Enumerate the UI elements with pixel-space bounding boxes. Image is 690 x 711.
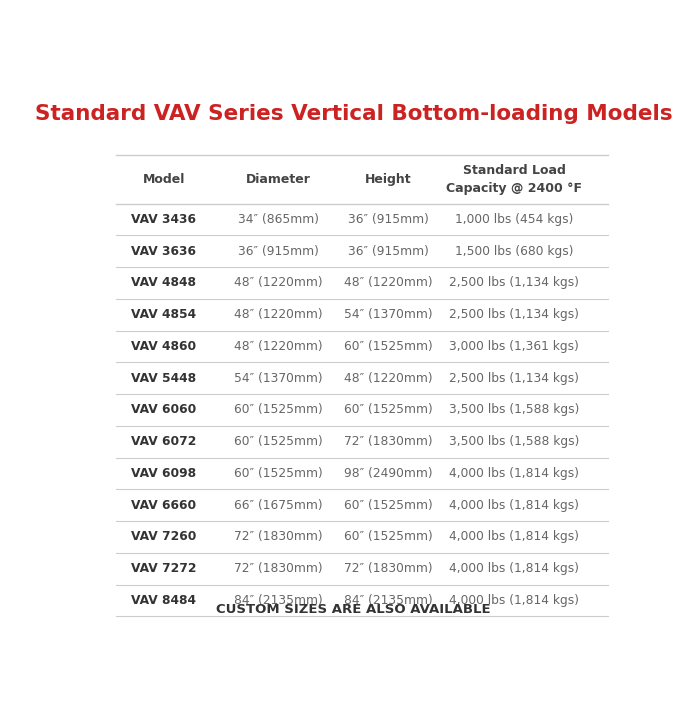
Text: VAV 3636: VAV 3636 bbox=[131, 245, 196, 257]
Text: 54″ (1370mm): 54″ (1370mm) bbox=[344, 308, 433, 321]
Text: 48″ (1220mm): 48″ (1220mm) bbox=[235, 308, 323, 321]
Text: 4,000 lbs (1,814 kgs): 4,000 lbs (1,814 kgs) bbox=[449, 498, 579, 512]
Text: Standard VAV Series Vertical Bottom-loading Models: Standard VAV Series Vertical Bottom-load… bbox=[34, 105, 673, 124]
Text: Height: Height bbox=[365, 173, 412, 186]
Text: 34″ (865mm): 34″ (865mm) bbox=[238, 213, 319, 226]
Text: 72″ (1830mm): 72″ (1830mm) bbox=[344, 435, 433, 448]
Text: 1,000 lbs (454 kgs): 1,000 lbs (454 kgs) bbox=[455, 213, 573, 226]
Text: VAV 6060: VAV 6060 bbox=[131, 403, 197, 417]
Text: 48″ (1220mm): 48″ (1220mm) bbox=[344, 372, 433, 385]
Text: VAV 4848: VAV 4848 bbox=[131, 277, 196, 289]
Text: 72″ (1830mm): 72″ (1830mm) bbox=[235, 562, 323, 575]
Text: VAV 4854: VAV 4854 bbox=[131, 308, 197, 321]
Text: Diameter: Diameter bbox=[246, 173, 311, 186]
Text: VAV 4860: VAV 4860 bbox=[131, 340, 197, 353]
Text: 4,000 lbs (1,814 kgs): 4,000 lbs (1,814 kgs) bbox=[449, 467, 579, 480]
Text: 84″ (2135mm): 84″ (2135mm) bbox=[344, 594, 433, 607]
Text: 4,000 lbs (1,814 kgs): 4,000 lbs (1,814 kgs) bbox=[449, 562, 579, 575]
Text: 54″ (1370mm): 54″ (1370mm) bbox=[235, 372, 323, 385]
Text: 60″ (1525mm): 60″ (1525mm) bbox=[235, 467, 323, 480]
Text: 2,500 lbs (1,134 kgs): 2,500 lbs (1,134 kgs) bbox=[449, 308, 579, 321]
Text: 2,500 lbs (1,134 kgs): 2,500 lbs (1,134 kgs) bbox=[449, 372, 579, 385]
Text: 98″ (2490mm): 98″ (2490mm) bbox=[344, 467, 433, 480]
Text: 36″ (915mm): 36″ (915mm) bbox=[238, 245, 319, 257]
Text: 60″ (1525mm): 60″ (1525mm) bbox=[344, 340, 433, 353]
Text: 4,000 lbs (1,814 kgs): 4,000 lbs (1,814 kgs) bbox=[449, 530, 579, 543]
Text: 60″ (1525mm): 60″ (1525mm) bbox=[344, 498, 433, 512]
Text: 60″ (1525mm): 60″ (1525mm) bbox=[235, 403, 323, 417]
Text: 4,000 lbs (1,814 kgs): 4,000 lbs (1,814 kgs) bbox=[449, 594, 579, 607]
Text: 60″ (1525mm): 60″ (1525mm) bbox=[344, 530, 433, 543]
Text: 72″ (1830mm): 72″ (1830mm) bbox=[235, 530, 323, 543]
Text: VAV 7272: VAV 7272 bbox=[131, 562, 197, 575]
Text: 48″ (1220mm): 48″ (1220mm) bbox=[344, 277, 433, 289]
Text: 36″ (915mm): 36″ (915mm) bbox=[348, 213, 428, 226]
Text: VAV 6098: VAV 6098 bbox=[131, 467, 197, 480]
Text: Model: Model bbox=[143, 173, 185, 186]
Text: 1,500 lbs (680 kgs): 1,500 lbs (680 kgs) bbox=[455, 245, 573, 257]
Text: 48″ (1220mm): 48″ (1220mm) bbox=[235, 340, 323, 353]
Text: 66″ (1675mm): 66″ (1675mm) bbox=[235, 498, 323, 512]
Text: 48″ (1220mm): 48″ (1220mm) bbox=[235, 277, 323, 289]
Text: 36″ (915mm): 36″ (915mm) bbox=[348, 245, 428, 257]
Text: 60″ (1525mm): 60″ (1525mm) bbox=[235, 435, 323, 448]
Text: 3,500 lbs (1,588 kgs): 3,500 lbs (1,588 kgs) bbox=[449, 403, 579, 417]
Text: 84″ (2135mm): 84″ (2135mm) bbox=[235, 594, 323, 607]
Text: VAV 6660: VAV 6660 bbox=[131, 498, 197, 512]
Text: VAV 8484: VAV 8484 bbox=[131, 594, 196, 607]
Text: 2,500 lbs (1,134 kgs): 2,500 lbs (1,134 kgs) bbox=[449, 277, 579, 289]
Text: VAV 5448: VAV 5448 bbox=[131, 372, 197, 385]
Text: VAV 6072: VAV 6072 bbox=[131, 435, 197, 448]
Text: 3,000 lbs (1,361 kgs): 3,000 lbs (1,361 kgs) bbox=[449, 340, 579, 353]
Text: 60″ (1525mm): 60″ (1525mm) bbox=[344, 403, 433, 417]
Text: VAV 7260: VAV 7260 bbox=[131, 530, 197, 543]
Text: CUSTOM SIZES ARE ALSO AVAILABLE: CUSTOM SIZES ARE ALSO AVAILABLE bbox=[216, 604, 491, 616]
Text: 72″ (1830mm): 72″ (1830mm) bbox=[344, 562, 433, 575]
Text: 3,500 lbs (1,588 kgs): 3,500 lbs (1,588 kgs) bbox=[449, 435, 579, 448]
Text: VAV 3436: VAV 3436 bbox=[131, 213, 196, 226]
Text: Standard Load
Capacity @ 2400 °F: Standard Load Capacity @ 2400 °F bbox=[446, 164, 582, 195]
